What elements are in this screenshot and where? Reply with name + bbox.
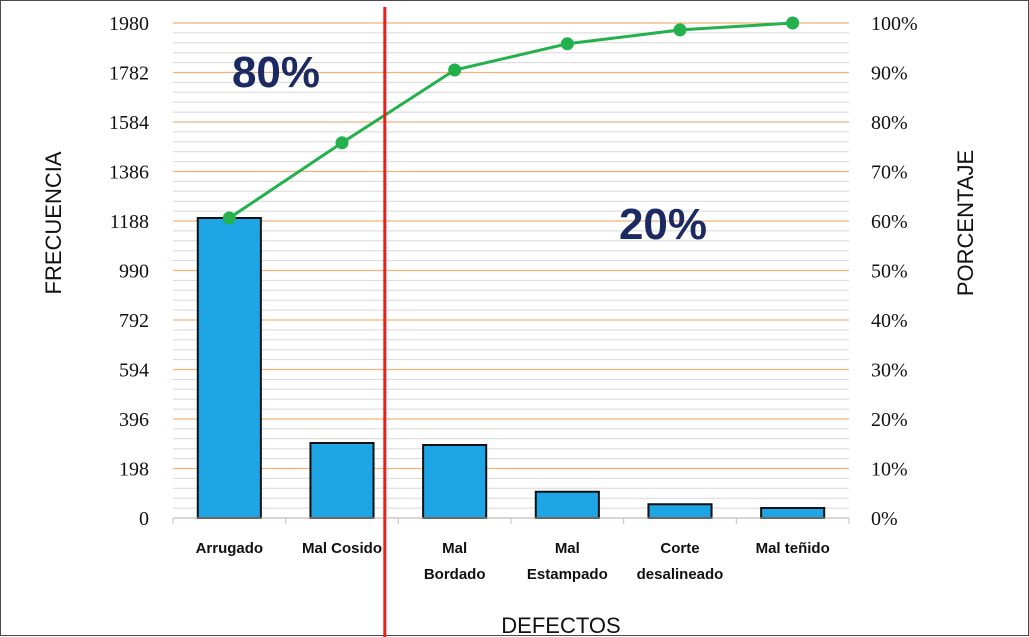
annotation-80: 80% bbox=[232, 48, 320, 97]
y2-tick-label: 10% bbox=[871, 459, 908, 481]
y-tick-label: 1980 bbox=[109, 13, 149, 35]
y-axis-title: FRECUENCIA bbox=[41, 151, 66, 294]
cumulative-point bbox=[560, 37, 574, 51]
category-label: Mal bbox=[442, 540, 467, 557]
y2-axis-title: PORCENTAJE bbox=[953, 150, 978, 296]
y-tick-label: 594 bbox=[119, 360, 149, 382]
grid-lines bbox=[173, 22, 849, 519]
cumulative-point bbox=[673, 23, 687, 37]
bar bbox=[422, 444, 488, 519]
y-tick-label: 1188 bbox=[110, 211, 149, 233]
y-tick-label: 198 bbox=[119, 459, 149, 481]
axes: 0 198 396 594 792 990 1188 1386 1584 1782 1980 0% 10… bbox=[109, 13, 918, 583]
y2-tick-label: 40% bbox=[871, 310, 908, 332]
y2-tick-label: 0% bbox=[871, 508, 898, 530]
cumulative-point bbox=[335, 136, 349, 150]
y2-tick-label: 60% bbox=[871, 211, 908, 233]
y-tick-label: 1386 bbox=[109, 162, 149, 184]
y-tick-label: 0 bbox=[139, 508, 149, 530]
category-label: Bordado bbox=[424, 566, 486, 583]
y2-tick-label: 80% bbox=[871, 112, 908, 134]
cumulative-point bbox=[222, 211, 236, 225]
annotation-20: 20% bbox=[619, 200, 707, 249]
bar bbox=[196, 217, 262, 519]
category-label: Estampado bbox=[527, 566, 608, 583]
y-tick-label: 1782 bbox=[109, 63, 149, 85]
category-label: Arrugado bbox=[196, 540, 264, 557]
category-label: Mal bbox=[555, 540, 580, 557]
bar bbox=[309, 442, 375, 519]
cumulative-line-series bbox=[222, 16, 800, 225]
bar-series bbox=[196, 217, 826, 519]
y2-tick-label: 20% bbox=[871, 409, 908, 431]
y-tick-label: 396 bbox=[119, 409, 149, 431]
category-label: Mal teñido bbox=[756, 540, 830, 557]
x-axis-title: DEFECTOS bbox=[501, 613, 620, 637]
y2-tick-label: 30% bbox=[871, 360, 908, 382]
y2-tick-label: 100% bbox=[871, 13, 918, 35]
y2-tick-label: 90% bbox=[871, 63, 908, 85]
y2-tick-label: 50% bbox=[871, 261, 908, 283]
category-label: Mal Cosido bbox=[302, 540, 382, 557]
bar bbox=[647, 503, 713, 519]
bar bbox=[760, 507, 826, 519]
cumulative-point bbox=[786, 16, 800, 30]
y-tick-label: 1584 bbox=[109, 112, 149, 134]
category-label: Corte bbox=[660, 540, 699, 557]
y-tick-label: 990 bbox=[119, 261, 149, 283]
cumulative-point bbox=[448, 63, 462, 77]
y-tick-label: 792 bbox=[119, 310, 149, 332]
bar bbox=[534, 490, 600, 519]
category-label: desalineado bbox=[637, 566, 724, 583]
cumulative-line bbox=[228, 21, 793, 220]
y2-tick-label: 70% bbox=[871, 162, 908, 184]
